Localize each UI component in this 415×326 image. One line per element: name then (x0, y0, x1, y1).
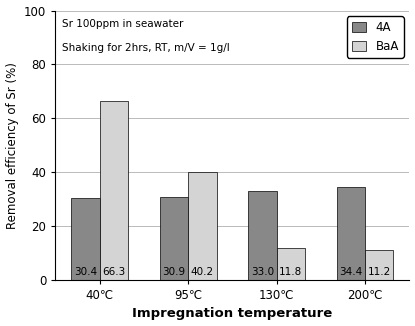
Bar (100, 101, 128, 280)
Text: 11.2: 11.2 (368, 267, 391, 277)
X-axis label: Impregnation temperature: Impregnation temperature (132, 307, 332, 320)
Text: 40.2: 40.2 (191, 267, 214, 277)
Bar (365, 250, 393, 280)
Text: 30.9: 30.9 (163, 267, 186, 277)
Text: 11.8: 11.8 (279, 267, 303, 277)
Text: 33.0: 33.0 (251, 267, 274, 277)
Y-axis label: Removal efficiency of Sr (%): Removal efficiency of Sr (%) (5, 62, 19, 229)
Text: 30.4: 30.4 (74, 267, 97, 277)
Bar (71, 198, 100, 280)
Bar (277, 248, 305, 280)
Text: Shaking for 2hrs, RT, m/V = 1g/l: Shaking for 2hrs, RT, m/V = 1g/l (63, 43, 230, 53)
Text: Sr 100ppm in seawater: Sr 100ppm in seawater (63, 19, 184, 29)
Bar (337, 187, 365, 280)
Legend: 4A, BaA: 4A, BaA (347, 16, 403, 58)
Bar (248, 191, 277, 280)
Text: 34.4: 34.4 (339, 267, 363, 277)
Text: 66.3: 66.3 (103, 267, 126, 277)
Bar (160, 197, 188, 280)
Bar (188, 171, 217, 280)
